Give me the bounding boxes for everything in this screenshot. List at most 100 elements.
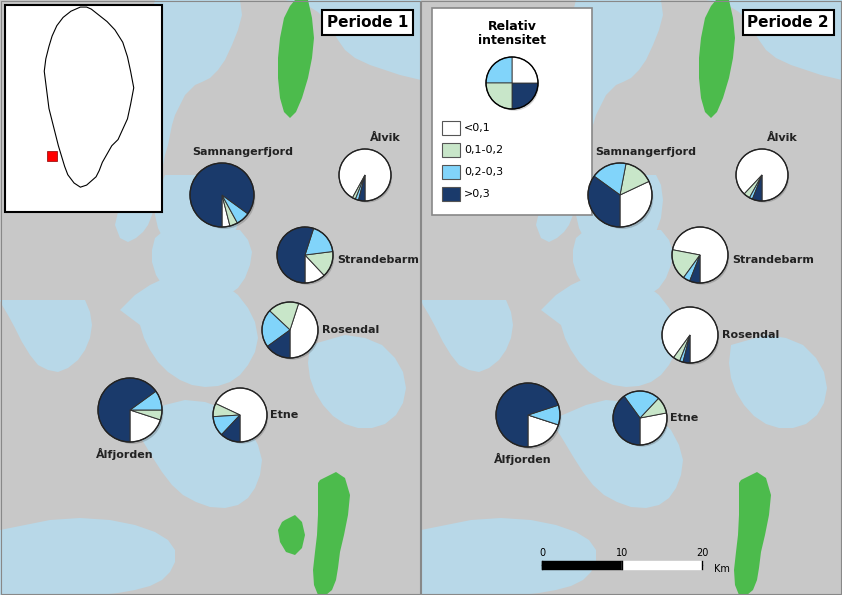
Wedge shape	[269, 302, 299, 330]
Polygon shape	[421, 300, 513, 372]
Polygon shape	[0, 300, 92, 372]
Wedge shape	[222, 195, 230, 227]
Wedge shape	[305, 255, 324, 283]
Wedge shape	[640, 398, 667, 418]
Polygon shape	[669, 0, 842, 80]
Polygon shape	[248, 0, 421, 80]
Wedge shape	[674, 335, 690, 361]
Polygon shape	[313, 472, 350, 595]
Wedge shape	[588, 176, 620, 227]
Polygon shape	[699, 0, 735, 118]
Wedge shape	[359, 175, 365, 201]
Bar	[442, 121, 460, 135]
Wedge shape	[486, 83, 512, 109]
Wedge shape	[673, 227, 728, 283]
Polygon shape	[541, 275, 679, 387]
Polygon shape	[576, 175, 663, 258]
Wedge shape	[744, 175, 762, 198]
Text: 20: 20	[695, 548, 708, 558]
Wedge shape	[512, 57, 538, 83]
Text: Rosendal: Rosendal	[322, 325, 379, 335]
Text: 0: 0	[539, 548, 545, 558]
Circle shape	[102, 383, 163, 444]
Wedge shape	[528, 415, 558, 425]
Text: Strandebarm: Strandebarm	[732, 255, 814, 265]
Wedge shape	[339, 149, 391, 201]
Wedge shape	[262, 311, 290, 346]
Text: Ålvik: Ålvik	[767, 133, 797, 143]
Wedge shape	[305, 228, 333, 255]
Wedge shape	[749, 175, 762, 199]
Text: Etne: Etne	[270, 410, 298, 420]
Text: Samnangerfjord: Samnangerfjord	[595, 147, 696, 157]
Wedge shape	[222, 195, 237, 226]
Wedge shape	[683, 335, 690, 363]
Bar	[442, 187, 460, 201]
Wedge shape	[486, 57, 512, 83]
Wedge shape	[620, 181, 652, 227]
Bar	[442, 143, 460, 157]
Wedge shape	[190, 163, 254, 227]
Polygon shape	[120, 275, 258, 387]
Wedge shape	[130, 410, 161, 442]
Wedge shape	[684, 255, 700, 281]
Text: 10: 10	[616, 548, 628, 558]
Wedge shape	[512, 83, 538, 109]
Circle shape	[592, 167, 653, 229]
Wedge shape	[290, 303, 318, 358]
Polygon shape	[155, 175, 242, 258]
Text: <0,1: <0,1	[464, 123, 491, 133]
Wedge shape	[213, 403, 240, 416]
Polygon shape	[421, 518, 596, 595]
Wedge shape	[624, 391, 658, 418]
Polygon shape	[115, 0, 242, 242]
Bar	[0, 0, 421, 595]
Wedge shape	[268, 330, 290, 358]
Text: intensitet: intensitet	[478, 33, 546, 46]
Text: >0,3: >0,3	[464, 189, 491, 199]
Wedge shape	[528, 415, 558, 447]
Text: Rosendal: Rosendal	[722, 330, 779, 340]
Wedge shape	[640, 413, 667, 445]
Polygon shape	[45, 7, 134, 187]
Wedge shape	[353, 175, 365, 199]
Text: Samnangerfjord: Samnangerfjord	[192, 147, 293, 157]
Wedge shape	[620, 164, 649, 195]
Wedge shape	[662, 307, 718, 363]
Bar	[442, 165, 460, 179]
Wedge shape	[672, 250, 700, 278]
Polygon shape	[734, 472, 771, 595]
Wedge shape	[221, 415, 240, 442]
Polygon shape	[152, 228, 252, 302]
Bar	[421, 0, 842, 595]
Bar	[47, 151, 57, 161]
Text: Periode 2: Periode 2	[748, 15, 829, 30]
Polygon shape	[536, 0, 663, 242]
Wedge shape	[222, 195, 248, 223]
Bar	[0, 0, 421, 595]
Wedge shape	[216, 388, 267, 442]
Text: Relativ: Relativ	[488, 20, 536, 33]
Polygon shape	[308, 335, 406, 428]
Text: Etne: Etne	[670, 413, 698, 423]
Text: Strandebarm: Strandebarm	[337, 255, 418, 265]
Circle shape	[739, 153, 789, 202]
Bar	[421, 1, 841, 594]
Wedge shape	[130, 391, 162, 410]
Bar	[5, 5, 162, 212]
Wedge shape	[613, 396, 640, 445]
Wedge shape	[736, 149, 788, 201]
Wedge shape	[277, 227, 314, 283]
Circle shape	[616, 394, 668, 447]
Circle shape	[489, 61, 539, 111]
Polygon shape	[278, 515, 305, 555]
Bar	[432, 8, 592, 215]
Polygon shape	[573, 228, 673, 302]
Wedge shape	[690, 255, 700, 283]
Text: Km: Km	[714, 564, 730, 574]
Circle shape	[216, 392, 268, 444]
Text: 0,1-0,2: 0,1-0,2	[464, 145, 504, 155]
Circle shape	[342, 153, 392, 202]
Text: Periode 1: Periode 1	[327, 15, 408, 30]
Circle shape	[194, 167, 255, 229]
